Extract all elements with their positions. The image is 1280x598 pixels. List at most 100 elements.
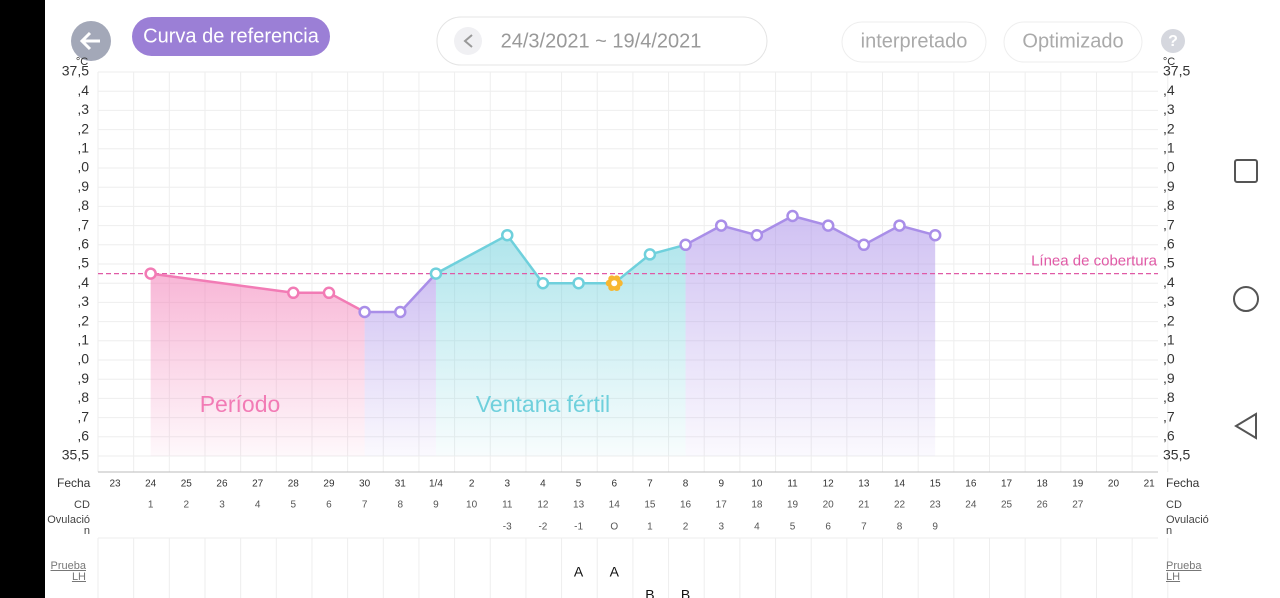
title: Curva de referencia — [143, 25, 320, 47]
y-tick-label: ,1 — [77, 332, 89, 348]
y-tick-label: ,1 — [1163, 140, 1175, 156]
temp-segment — [863, 224, 901, 246]
y-tick-label: ,7 — [1163, 408, 1175, 424]
row-label: Fecha — [57, 476, 91, 490]
y-tick-label: ,3 — [77, 293, 89, 309]
temp-segment — [827, 224, 865, 246]
date-label: 29 — [323, 479, 335, 490]
ovulation-day: -3 — [503, 522, 512, 533]
y-tick-label: ,8 — [1163, 197, 1175, 213]
nav-home[interactable] — [1233, 286, 1259, 312]
date-icon — [463, 34, 473, 48]
temp-segment — [150, 272, 294, 295]
temp-segment — [435, 234, 508, 275]
temp-point — [287, 286, 300, 300]
cycle-day: 8 — [397, 500, 403, 511]
temp-point — [144, 267, 157, 280]
date-label: 19 — [1072, 479, 1084, 490]
cycle-day: 6 — [326, 500, 332, 511]
phase-label: Período — [200, 391, 281, 417]
date-label: 16 — [965, 479, 977, 490]
cycle-day: 15 — [644, 500, 656, 511]
nav-back[interactable] — [1234, 412, 1257, 440]
date-range-pill[interactable] — [436, 16, 768, 66]
y-tick-label: 35,5 — [62, 447, 89, 463]
temp-point — [714, 219, 728, 232]
phase-area — [150, 273, 365, 456]
ovulation-day: 7 — [861, 522, 867, 533]
cycle-day: 9 — [433, 500, 439, 511]
cycle-day: 13 — [573, 500, 585, 511]
y-tick-label: ,1 — [77, 140, 89, 156]
y-tick-label: ,9 — [1163, 178, 1175, 194]
button[interactable] — [1003, 21, 1143, 63]
y-tick-label: ,3 — [1163, 101, 1175, 117]
cycle-day: 14 — [609, 500, 621, 511]
cycle-day: 4 — [255, 500, 261, 511]
y-tick-label: ,0 — [77, 351, 89, 367]
date-label: 12 — [823, 479, 835, 490]
y-tick-label: 37,5 — [1163, 63, 1190, 79]
date-label: 23 — [109, 479, 121, 490]
date-label: 8 — [683, 479, 689, 490]
date-label: 9 — [718, 479, 724, 490]
y-tick-label: ,3 — [1163, 293, 1175, 309]
date-label: 13 — [858, 479, 870, 490]
y-tick-label: ,7 — [77, 408, 89, 424]
date-label: 21 — [1144, 479, 1156, 490]
ovulation-day: 4 — [754, 522, 760, 533]
date-range: 24/3/2021 ~ 19/4/2021 — [501, 30, 702, 52]
temp-point — [750, 228, 764, 242]
help-button[interactable] — [1161, 29, 1185, 53]
date-label: 31 — [395, 479, 407, 490]
temp-point — [893, 219, 906, 232]
date-label: 1/4 — [429, 479, 443, 490]
button[interactable] — [841, 21, 987, 63]
cycle-day: 19 — [787, 500, 799, 511]
y-tick-label: ,4 — [77, 274, 89, 290]
cycle-day: 24 — [965, 500, 977, 511]
y-tick-label: ,4 — [1163, 274, 1175, 290]
lh-result: A — [610, 564, 620, 580]
nav-recent[interactable] — [1234, 159, 1258, 183]
y-tick-label: ,6 — [1163, 236, 1175, 252]
row-label: Fecha — [1166, 476, 1200, 490]
ovulation-day: 6 — [825, 522, 831, 533]
y-tick-label: ,9 — [77, 178, 89, 194]
cover-line-label: Línea de cobertura — [1031, 253, 1158, 270]
date-label: 10 — [751, 479, 763, 490]
cycle-day: 17 — [716, 500, 728, 511]
date-label: 2 — [469, 479, 475, 490]
cycle-day: 1 — [148, 500, 154, 511]
ovulation-day: O — [610, 522, 618, 533]
ovulation-day: 2 — [683, 522, 689, 533]
date-label: 27 — [252, 479, 264, 490]
y-tick-label: ,7 — [77, 216, 89, 232]
date-icon-bg — [454, 27, 482, 55]
date-label: 3 — [504, 479, 510, 490]
cycle-day: 20 — [823, 500, 835, 511]
y-tick-label: ,2 — [77, 312, 89, 328]
date-label: 26 — [216, 479, 228, 490]
y-tick-label: ,6 — [1163, 428, 1175, 444]
cycle-day: 16 — [680, 500, 692, 511]
cycle-day: 10 — [466, 500, 478, 511]
lh-result: A — [574, 564, 584, 580]
y-tick-label: ,5 — [1163, 255, 1175, 271]
cycle-day: 18 — [751, 500, 763, 511]
date-label: 20 — [1108, 479, 1120, 490]
lh-result: B — [681, 587, 690, 598]
unit: °C — [76, 56, 88, 68]
y-tick-label: ,8 — [77, 389, 89, 405]
title-pill[interactable] — [132, 17, 330, 56]
date-label: 7 — [647, 479, 653, 490]
temp-segment — [399, 272, 437, 313]
ovulation-day: 5 — [790, 522, 796, 533]
row-label: Prueba LH — [1166, 560, 1202, 583]
phase-area — [435, 235, 686, 456]
y-tick-label: ,2 — [77, 120, 89, 136]
y-tick-label: ,4 — [77, 82, 89, 98]
button-label: Optimizado — [1022, 30, 1123, 52]
y-tick-label: ,9 — [77, 370, 89, 386]
